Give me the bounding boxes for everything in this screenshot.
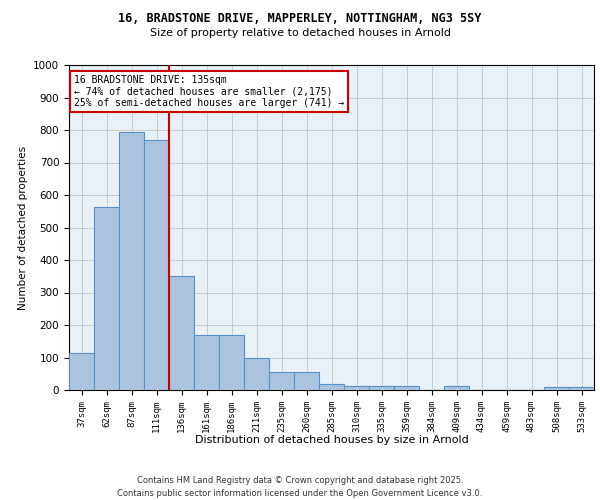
Y-axis label: Number of detached properties: Number of detached properties bbox=[17, 146, 28, 310]
Bar bbox=[94, 207, 119, 390]
Bar bbox=[219, 336, 244, 390]
X-axis label: Distribution of detached houses by size in Arnold: Distribution of detached houses by size … bbox=[194, 434, 469, 445]
Text: Contains HM Land Registry data © Crown copyright and database right 2025.
Contai: Contains HM Land Registry data © Crown c… bbox=[118, 476, 482, 498]
Bar bbox=[244, 358, 269, 390]
Bar bbox=[544, 388, 569, 390]
Bar bbox=[394, 386, 419, 390]
Bar bbox=[319, 384, 344, 390]
Bar bbox=[69, 354, 94, 390]
Bar bbox=[119, 132, 144, 390]
Bar bbox=[194, 336, 219, 390]
Bar bbox=[144, 140, 169, 390]
Bar bbox=[269, 372, 294, 390]
Bar bbox=[369, 386, 394, 390]
Bar bbox=[294, 372, 319, 390]
Text: 16 BRADSTONE DRIVE: 135sqm
← 74% of detached houses are smaller (2,175)
25% of s: 16 BRADSTONE DRIVE: 135sqm ← 74% of deta… bbox=[74, 74, 344, 108]
Bar bbox=[444, 386, 469, 390]
Bar bbox=[344, 386, 369, 390]
Bar bbox=[169, 276, 194, 390]
Text: Size of property relative to detached houses in Arnold: Size of property relative to detached ho… bbox=[149, 28, 451, 38]
Bar bbox=[569, 388, 594, 390]
Text: 16, BRADSTONE DRIVE, MAPPERLEY, NOTTINGHAM, NG3 5SY: 16, BRADSTONE DRIVE, MAPPERLEY, NOTTINGH… bbox=[118, 12, 482, 26]
